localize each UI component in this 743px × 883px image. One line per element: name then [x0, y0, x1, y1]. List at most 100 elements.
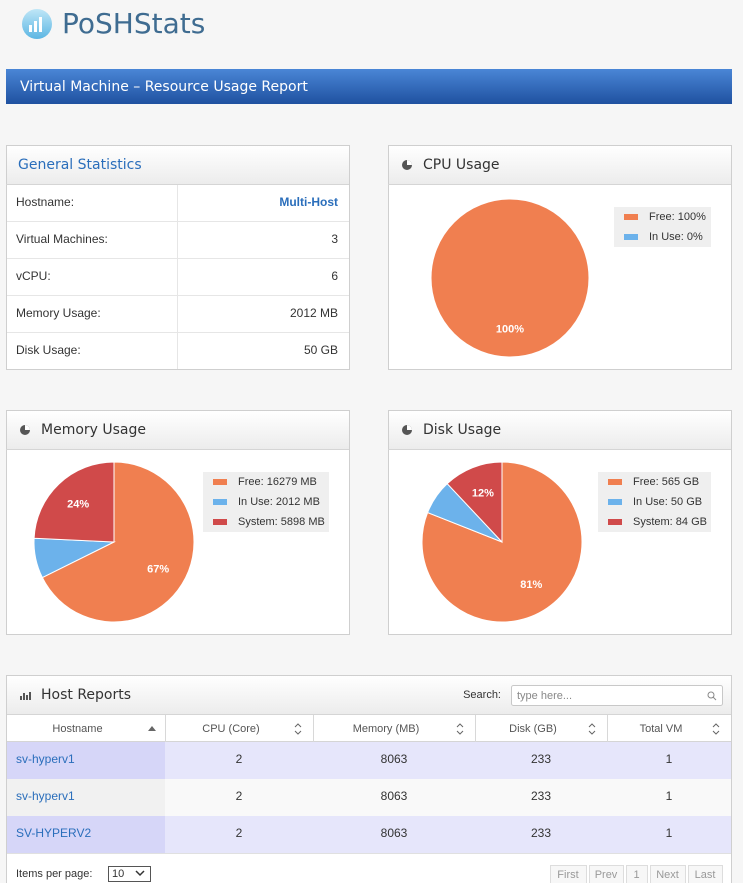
pie-slice: [430, 198, 590, 358]
logo-text: PoSHStats: [62, 7, 205, 40]
pager-label: Next: [656, 869, 679, 881]
stat-label: Memory Usage:: [16, 306, 101, 320]
slice-label: 24%: [67, 498, 89, 510]
items-value: 10: [112, 868, 124, 880]
table-cell: 233: [531, 789, 551, 803]
legend-swatch: [608, 499, 622, 505]
stat-label: vCPU:: [16, 269, 51, 283]
pie-slice: [41, 461, 195, 623]
table-cell: 233: [531, 826, 551, 840]
logo-bar: [39, 17, 42, 32]
pager-button[interactable]: [626, 865, 648, 883]
items-select[interactable]: [108, 866, 151, 882]
pager-label: Prev: [595, 869, 618, 881]
panel-header: [7, 146, 349, 184]
column-header[interactable]: CPU (Core): [202, 723, 259, 735]
pager-button[interactable]: [550, 865, 587, 883]
table-cell: 1: [666, 789, 673, 803]
table-cell-first: [7, 779, 165, 816]
bar-icon: [23, 693, 25, 700]
legend-swatch: [213, 499, 227, 505]
bar-icon: [20, 696, 22, 700]
panel-title: CPU Usage: [423, 157, 500, 173]
stat-label: Virtual Machines:: [16, 232, 108, 246]
stat-label: Hostname:: [16, 195, 74, 209]
host-link[interactable]: sv-hyperv1: [16, 789, 75, 803]
table-cell: 8063: [381, 826, 408, 840]
items-label: Items per page:: [16, 868, 92, 880]
panel-title: Memory Usage: [41, 422, 146, 438]
legend-label: System: 5898 MB: [238, 516, 325, 528]
table-cell: 2: [236, 789, 243, 803]
search-placeholder: type here...: [517, 690, 572, 702]
panel-header: [389, 411, 731, 449]
banner: [6, 69, 732, 104]
table-cell-first: [7, 816, 165, 853]
legend-swatch: [608, 519, 622, 525]
column-header[interactable]: Disk (GB): [509, 723, 557, 735]
legend-swatch: [608, 479, 622, 485]
banner-title: Virtual Machine – Resource Usage Report: [20, 79, 308, 95]
legend-label: In Use: 50 GB: [633, 496, 702, 508]
column-header[interactable]: Hostname: [52, 723, 102, 735]
logo-bar: [29, 25, 32, 32]
table-cell: 8063: [381, 789, 408, 803]
bar-icon: [29, 692, 31, 700]
slice-label: 12%: [472, 488, 494, 500]
legend-label: In Use: 0%: [649, 231, 703, 243]
column-header[interactable]: Total VM: [640, 723, 683, 735]
pager-button[interactable]: [688, 865, 723, 883]
pie-icon-cut: [25, 425, 30, 430]
pager-button[interactable]: [650, 865, 686, 883]
stat-value: 50 GB: [304, 343, 338, 357]
pie-icon-cut: [407, 425, 412, 430]
host-link[interactable]: sv-hyperv1: [16, 752, 75, 766]
search-input[interactable]: [511, 685, 723, 706]
pie-slice: [33, 461, 115, 543]
pager-label: 1: [633, 869, 639, 881]
pie-slice: [446, 461, 503, 544]
host-link[interactable]: SV-HYPERV2: [16, 826, 91, 840]
pager-button[interactable]: [589, 865, 624, 883]
column-header[interactable]: Memory (MB): [353, 723, 420, 735]
sort-icon: [588, 723, 596, 735]
table-cell: 1: [666, 752, 673, 766]
legend-label: Free: 16279 MB: [238, 476, 317, 488]
table-cell: 233: [531, 752, 551, 766]
table-header: [7, 715, 731, 742]
legend-label: Free: 565 GB: [633, 476, 699, 488]
search-label: Search:: [463, 689, 501, 701]
legend-label: System: 84 GB: [633, 516, 707, 528]
panel-header: [7, 411, 349, 449]
search-icon: [707, 691, 715, 699]
table-cell: 1: [666, 826, 673, 840]
slice-label: 67%: [147, 563, 169, 575]
sort-icon: [712, 723, 720, 735]
table-cell: 2: [236, 752, 243, 766]
stat-label: Disk Usage:: [16, 343, 81, 357]
logo-bar: [34, 21, 37, 32]
stat-value: Multi-Host: [279, 195, 338, 209]
search-icon: [712, 696, 717, 701]
slice-label: 81%: [520, 579, 542, 591]
stat-value: 2012 MB: [290, 306, 338, 320]
pie-icon-cut: [407, 160, 412, 165]
legend-swatch: [213, 479, 227, 485]
stat-value: 6: [331, 269, 338, 283]
legend-label: Free: 100%: [649, 211, 706, 223]
table-cell-first: [7, 742, 165, 779]
panel-title: Disk Usage: [423, 422, 501, 438]
panel-title: Host Reports: [41, 687, 131, 703]
bar-icon: [26, 695, 28, 700]
select-arrow: [135, 870, 145, 877]
sort-icon: [294, 723, 302, 735]
table-cell: 2: [236, 826, 243, 840]
sort-icon: [456, 723, 464, 735]
slice-label: 100%: [496, 323, 524, 335]
pager-label: Last: [695, 869, 716, 881]
legend-swatch: [624, 234, 638, 240]
legend-swatch: [213, 519, 227, 525]
panel-header: [389, 146, 731, 184]
